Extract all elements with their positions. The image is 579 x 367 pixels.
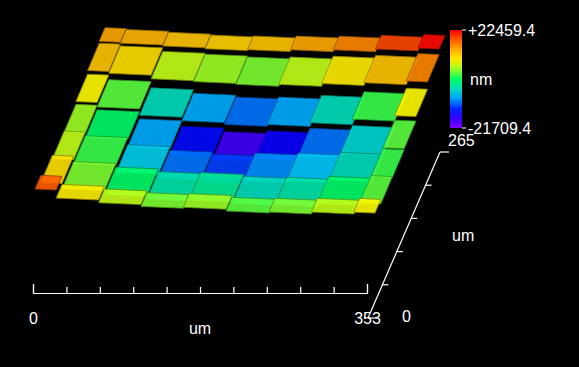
- surface-cell: [395, 88, 428, 116]
- x-tick-mark: [367, 284, 368, 293]
- surface-cell: [376, 35, 424, 51]
- x-tick: 353: [354, 284, 381, 327]
- y-minor-tick-mark: [411, 218, 417, 219]
- x-minor-tick: [167, 287, 168, 293]
- surface-cell: [248, 36, 297, 52]
- x-minor-tick-mark: [66, 287, 67, 293]
- surface-cell: [35, 175, 62, 190]
- x-minor-tick-mark: [167, 287, 168, 293]
- surface-cell: [371, 149, 404, 178]
- surface-cell: [418, 34, 445, 49]
- surface-cell: [183, 194, 232, 210]
- x-minor-tick-mark: [300, 287, 301, 293]
- surface-cell: [97, 80, 151, 109]
- x-minor-tick: [100, 287, 101, 293]
- chart-svg: 0353um0265um+22459.4-21709.4nm: [0, 0, 579, 367]
- x-axis-title: um: [189, 320, 211, 337]
- y-tick-mark: [440, 151, 449, 152]
- x-minor-tick-mark: [233, 287, 234, 293]
- x-minor-tick: [133, 287, 134, 293]
- surface-cell: [354, 198, 381, 213]
- x-minor-tick-mark: [100, 287, 101, 293]
- surface-cell: [406, 54, 439, 82]
- surface-cell: [311, 198, 359, 214]
- y-axis-title: um: [452, 227, 474, 244]
- x-minor-ticks: [67, 287, 334, 293]
- colorbar-title: nm: [470, 71, 492, 88]
- x-minor-tick-mark: [267, 287, 268, 293]
- y-axis: 0265: [368, 132, 475, 325]
- colorbar-tick-mark: [462, 128, 466, 129]
- surface-cell: [163, 32, 211, 48]
- x-minor-tick-mark: [334, 287, 335, 293]
- surface: [35, 28, 445, 214]
- colorbar-tick-label: -21709.4: [468, 120, 531, 137]
- y-minor-tick-mark: [382, 284, 388, 285]
- x-tick-mark: [33, 284, 34, 293]
- x-tick: 0: [29, 284, 38, 327]
- x-minor-tick: [334, 287, 335, 293]
- y-axis-line: [368, 152, 440, 318]
- y-tick-label: 0: [402, 308, 411, 325]
- surface-cell: [74, 136, 128, 166]
- colorbar-tick-mark: [462, 30, 466, 31]
- surface-cell: [128, 119, 182, 149]
- x-minor-tick: [300, 287, 301, 293]
- x-minor-tick: [200, 287, 201, 293]
- surface-cell: [85, 110, 139, 140]
- x-axis-line: [34, 284, 368, 294]
- colorbar-bar: [450, 30, 462, 128]
- surface-cell: [333, 36, 381, 52]
- x-tick-label: 0: [29, 310, 38, 327]
- x-minor-tick-mark: [133, 287, 134, 293]
- surface-cell: [205, 35, 253, 51]
- colorbar-tick-label: +22459.4: [468, 22, 535, 39]
- x-minor-tick: [66, 287, 67, 293]
- colorbar: +22459.4 -21709.4 nm: [450, 22, 535, 137]
- x-minor-tick: [233, 287, 234, 293]
- surface-cell: [99, 189, 147, 205]
- surface-cell: [120, 30, 168, 46]
- surface-cell: [226, 197, 275, 213]
- surface-cell: [290, 36, 339, 52]
- y-tick-mark: [368, 317, 377, 318]
- surface-cell: [269, 198, 317, 214]
- x-tick-label: 353: [354, 310, 381, 327]
- x-minor-tick: [267, 287, 268, 293]
- x-minor-tick-mark: [200, 287, 201, 293]
- surface-cell: [56, 184, 104, 200]
- y-minor-tick-mark: [426, 185, 432, 186]
- y-minor-tick-mark: [397, 251, 403, 252]
- surface-cell: [141, 193, 189, 209]
- chart-root: 0353um0265um+22459.4-21709.4nm: [0, 0, 579, 367]
- surface-cell: [383, 120, 416, 149]
